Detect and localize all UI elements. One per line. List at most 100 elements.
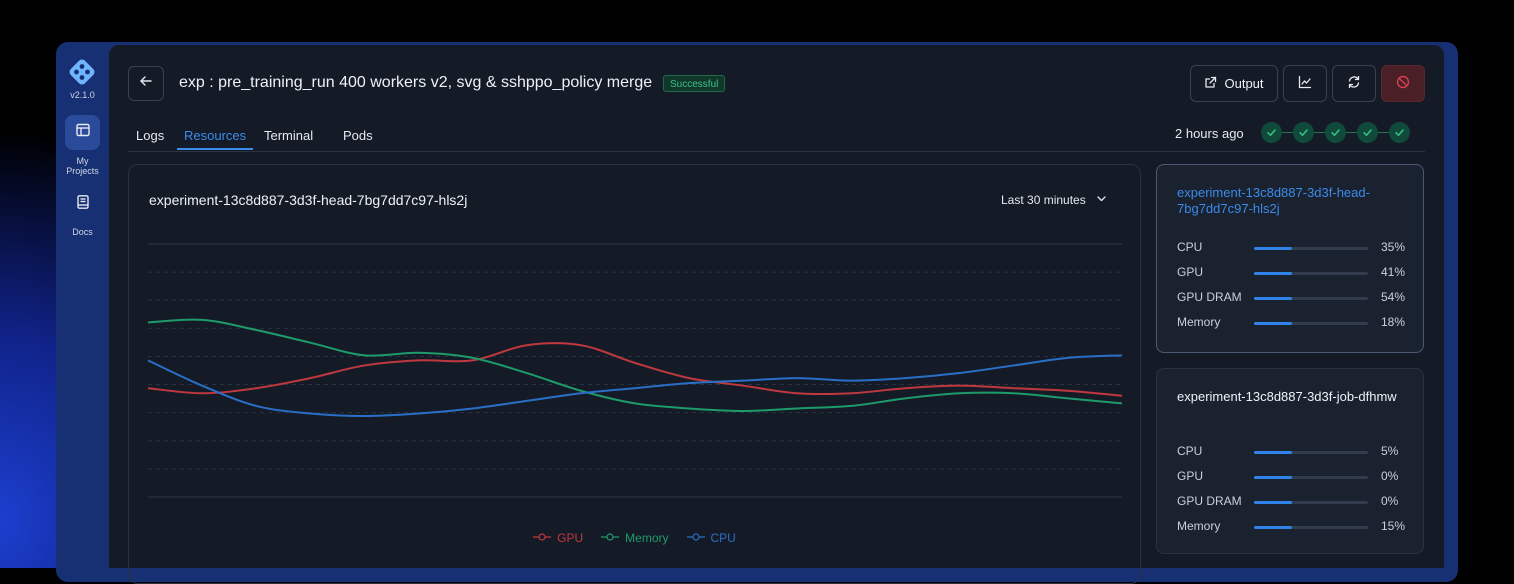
step-connector [1282,132,1293,133]
metric-bar [1254,526,1368,529]
step-connector [1346,132,1357,133]
series-line-cpu[interactable] [147,354,1123,418]
metric-name: Memory [1177,519,1221,533]
main-panel: exp : pre_training_run 400 workers v2, s… [109,45,1444,584]
metric-row: GPU 41% [1177,265,1407,281]
step-connector [1314,132,1325,133]
output-button-label: Output [1224,76,1264,91]
metric-value: 41% [1381,265,1406,279]
resource-card[interactable]: experiment-13c8d887-3d3f-head-7bg7dd7c97… [1156,164,1424,353]
legend-marker-icon [601,531,620,545]
metric-bar-fill [1254,247,1292,250]
step-complete-icon [1357,122,1378,143]
metric-value: 35% [1381,240,1406,254]
stop-run-button[interactable] [1381,65,1425,102]
legend-label: Memory [625,531,669,545]
resource-line-chart [147,243,1123,498]
sidebar-item-my-projects-label: My Projects [66,156,99,176]
back-button[interactable] [128,66,164,101]
line-chart-icon [1298,75,1312,92]
chevron-down-icon [1096,193,1107,207]
tab-resources[interactable]: Resources [177,128,254,150]
arrow-left-icon [139,74,153,93]
metric-bar [1254,247,1368,250]
metric-value: 0% [1381,494,1399,508]
metric-name: Memory [1177,315,1221,329]
metric-name: GPU [1177,469,1204,483]
metric-value: 54% [1381,290,1406,304]
legend-label: CPU [710,531,736,545]
book-icon [75,194,91,215]
metric-name: GPU DRAM [1177,290,1242,304]
step-complete-icon [1389,122,1410,143]
legend-item-memory[interactable]: Memory [601,531,669,545]
metric-row: GPU 0% [1177,469,1407,485]
metric-bar-fill [1254,297,1292,300]
metric-bar-fill [1254,501,1292,504]
metric-row: GPU DRAM 0% [1177,494,1407,510]
metric-row: CPU 35% [1177,240,1407,256]
sidebar-item-my-projects[interactable] [65,115,100,150]
metric-name: GPU DRAM [1177,494,1242,508]
app-version: v2.1.0 [70,90,95,100]
metric-value: 18% [1381,315,1406,329]
legend-marker-icon [686,531,705,545]
output-button[interactable]: Output [1190,65,1278,102]
metric-bar [1254,272,1368,275]
metric-bar-fill [1254,476,1292,479]
resource-chart-card: experiment-13c8d887-3d3f-head-7bg7dd7c97… [128,164,1141,584]
time-range-value: Last 30 minutes [1001,193,1086,207]
metric-name: GPU [1177,265,1204,279]
tab-logs[interactable]: Logs [136,128,165,143]
app-logo-icon[interactable] [66,56,98,88]
run-time: 2 hours ago [1175,126,1244,141]
step-connector [1378,132,1389,133]
external-link-icon [1204,76,1217,92]
metric-value: 15% [1381,519,1406,533]
resource-card[interactable]: experiment-13c8d887-3d3f-job-dfhmw CPU 5% G… [1156,368,1424,554]
legend-item-gpu[interactable]: GPU [533,531,583,545]
tab-terminal[interactable]: Terminal [264,128,314,143]
sidebar-item-docs-label: Docs [72,227,93,237]
legend-label: GPU [557,531,584,545]
series-line-memory[interactable] [147,318,1123,412]
metric-row: CPU 5% [1177,444,1407,460]
step-complete-icon [1325,122,1346,143]
tab-bar: Logs Resources Terminal Pods [128,123,1425,152]
metric-bar-fill [1254,322,1292,325]
metric-bar-fill [1254,526,1292,529]
resource-card-title: experiment-13c8d887-3d3f-head-7bg7dd7c97… [1177,185,1370,216]
metric-bar-fill [1254,272,1292,275]
metric-name: CPU [1177,444,1203,458]
legend-marker-icon [533,531,552,545]
step-complete-icon [1261,122,1282,143]
status-badge: Successful [663,75,726,92]
metric-row: Memory 18% [1177,315,1407,331]
sidebar: v2.1.0 My Projects Docs [56,42,109,568]
metric-bar [1254,476,1368,479]
metric-row: GPU DRAM 54% [1177,290,1407,306]
metric-bar [1254,501,1368,504]
metric-value: 0% [1381,469,1399,483]
step-complete-icon [1293,122,1314,143]
series-line-gpu[interactable] [147,342,1123,397]
refresh-button[interactable] [1332,65,1376,102]
metric-value: 5% [1381,444,1399,458]
time-range-select[interactable]: Last 30 minutes [1001,193,1107,207]
metric-name: CPU [1177,240,1203,254]
tab-pods[interactable]: Pods [343,128,373,143]
metric-bar [1254,451,1368,454]
chart-title: experiment-13c8d887-3d3f-head-7bg7dd7c97… [149,192,468,208]
layout-icon [75,122,91,143]
metric-bar [1254,322,1368,325]
metric-bar-fill [1254,451,1292,454]
metrics-chart-button[interactable] [1283,65,1327,102]
resource-card-title: experiment-13c8d887-3d3f-job-dfhmw [1177,389,1397,404]
metric-bar [1254,297,1368,300]
refresh-icon [1347,75,1361,92]
ban-icon [1396,75,1410,92]
sidebar-item-docs[interactable] [65,187,100,222]
legend-item-cpu[interactable]: CPU [686,531,736,545]
chart-legend: GPU Memory CPU [129,531,1140,545]
page-title: exp : pre_training_run 400 workers v2, s… [179,74,653,91]
